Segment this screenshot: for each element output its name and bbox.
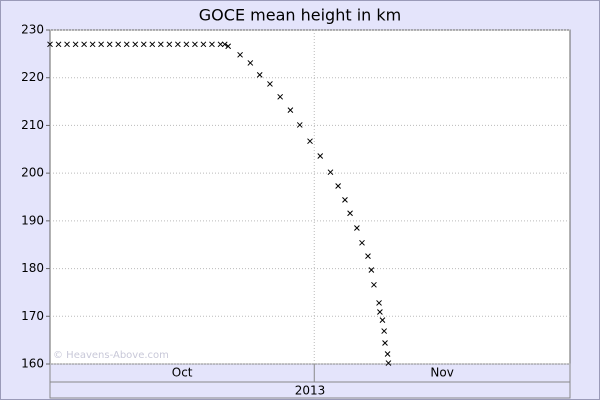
data-point	[347, 210, 353, 217]
y-tick-label: 210	[21, 118, 44, 132]
chart-title: GOCE mean height in km	[199, 6, 401, 25]
data-point	[384, 351, 391, 357]
data-point	[55, 41, 62, 48]
data-point	[307, 138, 313, 145]
data-point	[81, 41, 87, 48]
data-point	[149, 41, 156, 48]
y-tick-label: 160	[21, 357, 44, 371]
data-point	[106, 41, 113, 48]
data-point	[382, 340, 388, 346]
data-point	[123, 41, 130, 48]
data-point	[166, 41, 173, 48]
y-tick-label: 190	[21, 213, 44, 227]
data-point	[317, 153, 324, 159]
data-point	[200, 41, 207, 48]
data-point	[287, 107, 294, 114]
data-point	[376, 300, 382, 306]
x-axis-band	[49, 363, 571, 399]
data-point	[209, 41, 215, 48]
data-point	[72, 41, 79, 48]
data-point	[115, 41, 122, 48]
x-tick-label: Nov	[430, 366, 453, 380]
data-point	[335, 183, 341, 189]
data-point	[379, 317, 386, 323]
data-point	[175, 41, 181, 48]
data-point	[157, 41, 164, 48]
y-tick-label: 220	[21, 70, 44, 84]
data-point	[267, 81, 273, 87]
data-point	[342, 197, 348, 203]
y-tick-label: 170	[21, 309, 44, 323]
data-point	[371, 281, 377, 288]
y-tick-label: 180	[21, 261, 44, 275]
data-point	[368, 267, 375, 273]
data-point	[98, 41, 105, 48]
data-point	[385, 360, 392, 366]
data-point	[247, 60, 254, 66]
data-point	[296, 122, 303, 128]
data-point	[140, 41, 147, 48]
data-point	[359, 239, 365, 246]
data-point	[237, 51, 243, 58]
data-point	[221, 41, 228, 48]
data-point	[192, 41, 198, 48]
watermark: © Heavens-Above.com	[53, 350, 169, 361]
data-point	[132, 41, 139, 48]
y-tick-label: 230	[21, 23, 44, 37]
data-point	[354, 225, 360, 231]
data-point	[225, 43, 232, 50]
x-year-label: 2013	[295, 384, 326, 398]
data-point	[64, 41, 70, 48]
data-point	[47, 41, 53, 48]
data-point	[277, 93, 284, 100]
plot-area	[49, 29, 571, 365]
data-point	[217, 41, 224, 48]
data-point	[365, 253, 371, 260]
data-point	[183, 41, 190, 48]
data-point	[327, 169, 334, 176]
y-tick-label: 200	[21, 166, 44, 180]
data-point	[256, 71, 263, 78]
x-tick-label: Oct	[172, 366, 193, 380]
data-point	[89, 41, 96, 48]
data-point	[381, 328, 388, 334]
data-point	[377, 309, 383, 315]
